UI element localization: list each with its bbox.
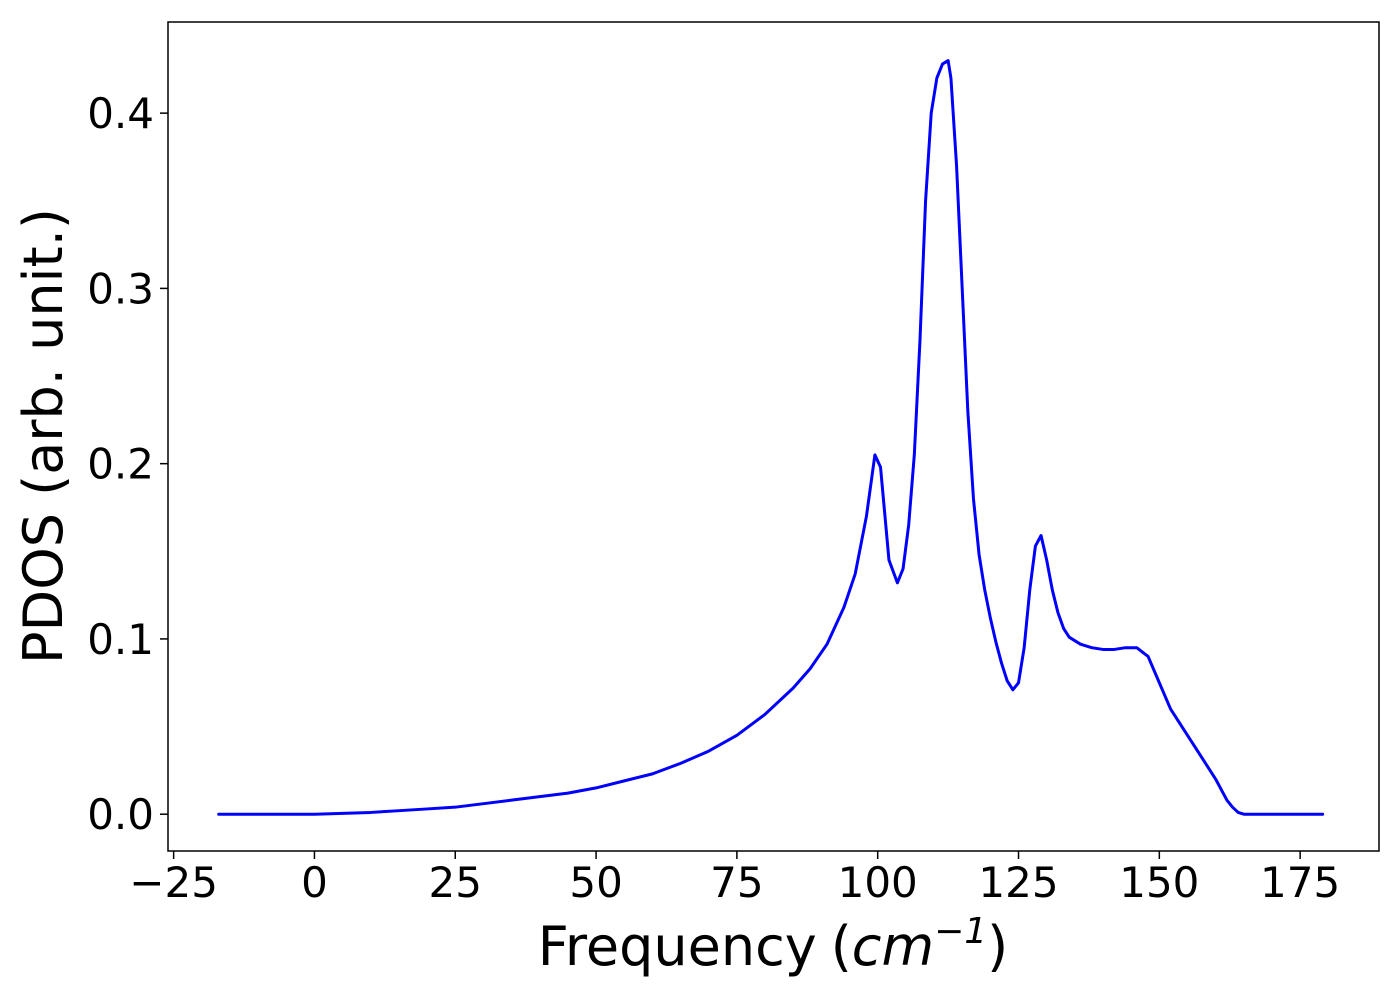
x-axis-unit-base: cm [852,915,934,978]
x-tick-label: 50 [569,858,622,907]
y-tick-label: 0.2 [87,440,154,489]
x-tick-label: 75 [710,858,763,907]
plot-frame [167,21,1380,852]
x-tick-label: 125 [978,858,1058,907]
x-axis-unit-exponent: −1 [934,911,987,952]
x-tick-label: 0 [301,858,328,907]
y-tick-label: 0.4 [87,89,154,138]
pdos-series-line [217,59,1325,816]
y-tick-label: 0.1 [87,615,154,664]
x-tick-label: 100 [838,858,918,907]
y-axis-label: PDOS (arb. unit.) [12,208,75,664]
x-axis-ticks: −25 0 25 50 75 100 125 150 175 [129,851,1340,907]
y-tick-label: 0.0 [87,790,154,839]
x-axis-label-text: Frequency [538,915,817,978]
x-tick-label: 150 [1119,858,1199,907]
y-axis-ticks: 0.0 0.1 0.2 0.3 0.4 [87,89,168,839]
x-tick-label: 25 [429,858,482,907]
x-axis-unit-close: ) [987,915,1008,978]
x-axis-unit-open: ( [831,915,852,978]
y-tick-label: 0.3 [87,264,154,313]
plot-background [168,22,1379,851]
x-tick-label: 175 [1260,858,1340,907]
x-axis-label: Frequency (cm−1) [538,911,1009,978]
x-tick-label: −25 [129,858,218,907]
